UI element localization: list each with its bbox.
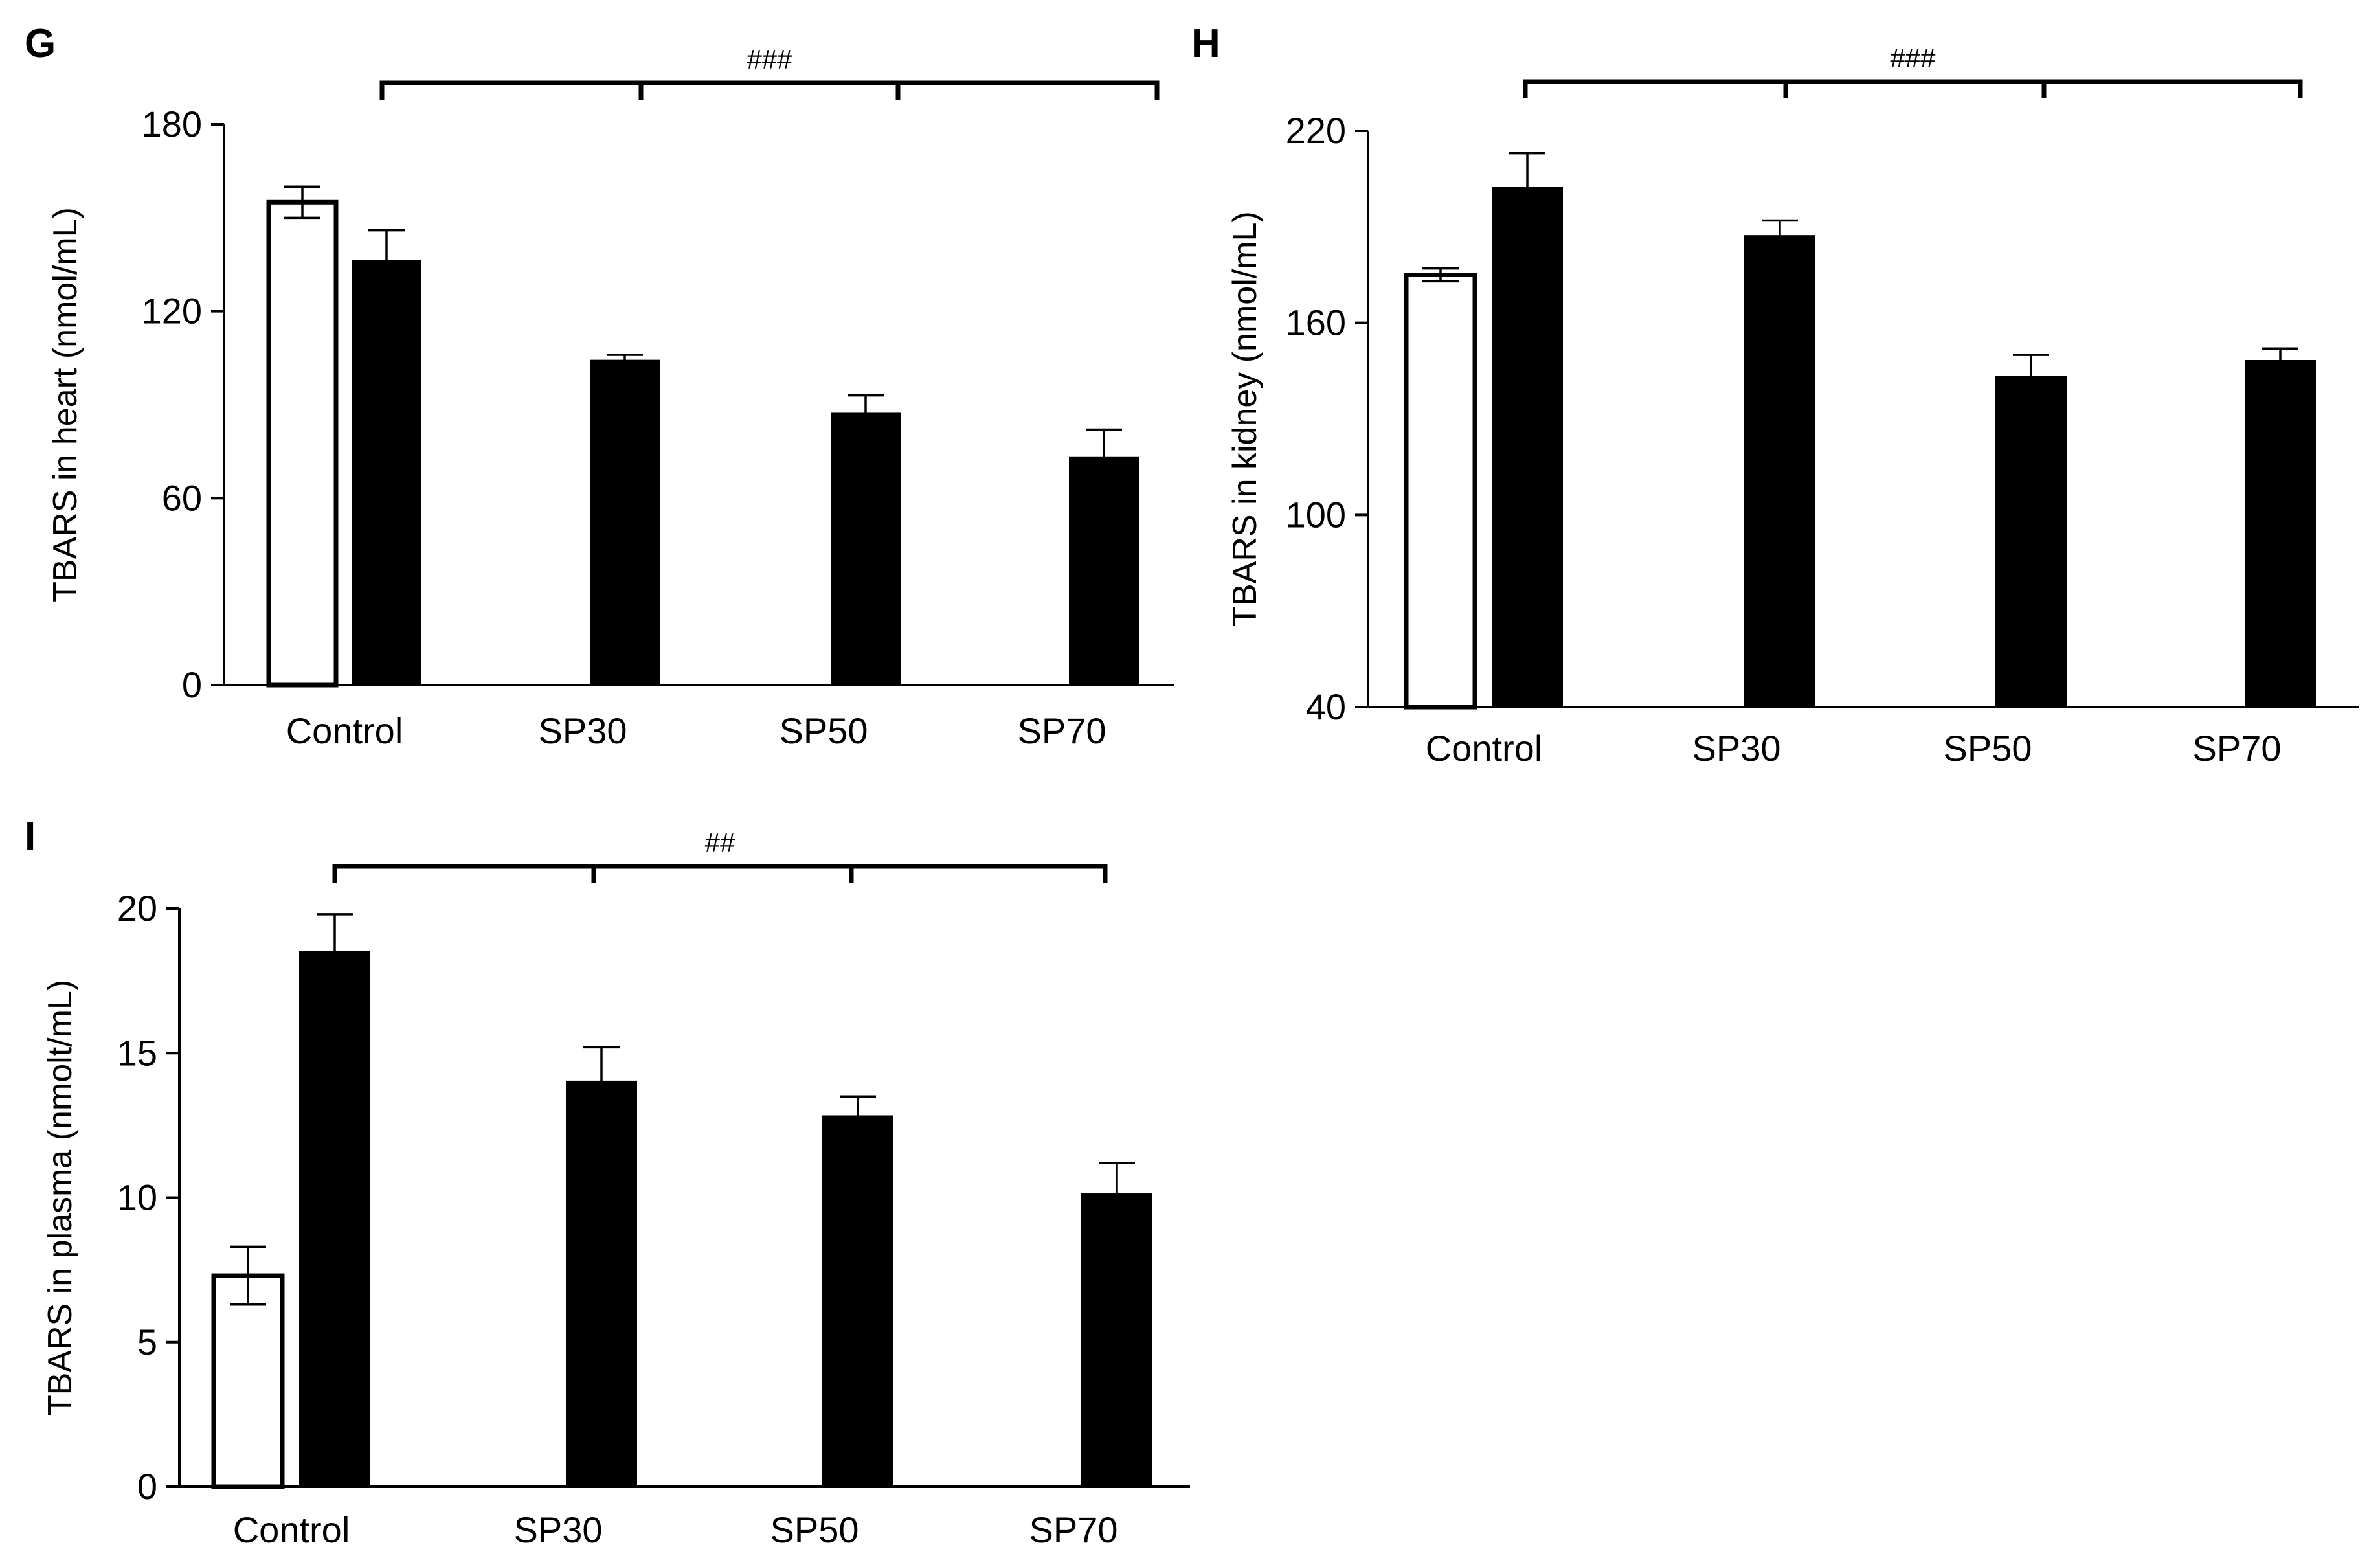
bar-treated-sp30 (1744, 235, 1815, 708)
category-label: SP50 (780, 710, 868, 751)
significance-label: ### (1890, 43, 1936, 73)
category-label: SP50 (770, 1509, 859, 1550)
panel-letter: G (25, 21, 56, 66)
chart-panel-i: I 0 5 10 15 20 TBARS in plasma (nmolt/mL) Contr… (25, 814, 1190, 1550)
significance-bracket (1523, 79, 2303, 98)
y-axis-title: TBARS in plasma (nmolt/mL) (41, 980, 79, 1415)
significance-bracket (379, 80, 1160, 100)
y-tick-label: 180 (142, 104, 202, 144)
bar-treated-sp70 (1081, 1193, 1152, 1489)
category-label: SP70 (1018, 710, 1106, 751)
bar-treated-sp70 (1069, 456, 1139, 686)
bar-treated-control (352, 260, 421, 686)
category-label: SP50 (1944, 728, 2032, 769)
bar-normal-control (266, 199, 339, 688)
bar-treated-sp70 (2245, 360, 2316, 708)
significance-bracket (332, 864, 1108, 883)
bar-treated-sp50 (822, 1115, 893, 1488)
y-tick-label: 10 (117, 1177, 157, 1218)
panel-letter: I (25, 814, 36, 859)
category-label: SP30 (539, 710, 627, 751)
y-axis-title: TBARS in heart (nmol/mL) (47, 207, 84, 602)
category-label: Control (286, 710, 403, 751)
category-label: Control (233, 1509, 350, 1550)
y-tick-label: 60 (162, 477, 202, 518)
y-tick-label: 0 (137, 1466, 157, 1507)
chart-panel-g: G 0 60 120 180 TBARS in heart (nmol/mL) Contro… (25, 21, 1174, 751)
category-label: SP30 (1692, 728, 1781, 769)
significance-label: ### (747, 44, 792, 74)
category-label: Control (1426, 728, 1543, 769)
bar-normal-control (211, 1273, 285, 1489)
significance-label: ## (705, 828, 735, 858)
y-tick-label: 15 (117, 1032, 157, 1073)
y-tick-label: 120 (142, 291, 202, 332)
y-tick-label: 5 (137, 1322, 157, 1362)
category-label: SP30 (514, 1509, 603, 1550)
chart-panel-h: H 40 100 160 220 TBARS in kidney (nmol/mL) Con… (1191, 21, 2359, 769)
y-tick-label: 20 (117, 888, 157, 929)
y-tick-label: 160 (1286, 302, 1346, 343)
bar-treated-control (299, 950, 370, 1488)
y-tick-label: 40 (1306, 686, 1346, 727)
bar-treated-sp50 (831, 412, 901, 687)
y-tick-label: 100 (1286, 494, 1346, 535)
bar-treated-sp50 (1995, 376, 2067, 708)
bar-normal-control (1404, 273, 1477, 710)
panel-letter: H (1191, 21, 1220, 66)
category-label: SP70 (1029, 1509, 1118, 1550)
y-tick-label: 220 (1286, 110, 1346, 151)
y-axis-title: TBARS in kidney (nmol/mL) (1226, 211, 1264, 627)
bar-treated-sp30 (590, 359, 660, 687)
y-tick-label: 0 (182, 664, 202, 705)
bar-treated-control (1492, 187, 1563, 708)
bar-treated-sp30 (566, 1080, 637, 1488)
category-label: SP70 (2193, 728, 2282, 769)
